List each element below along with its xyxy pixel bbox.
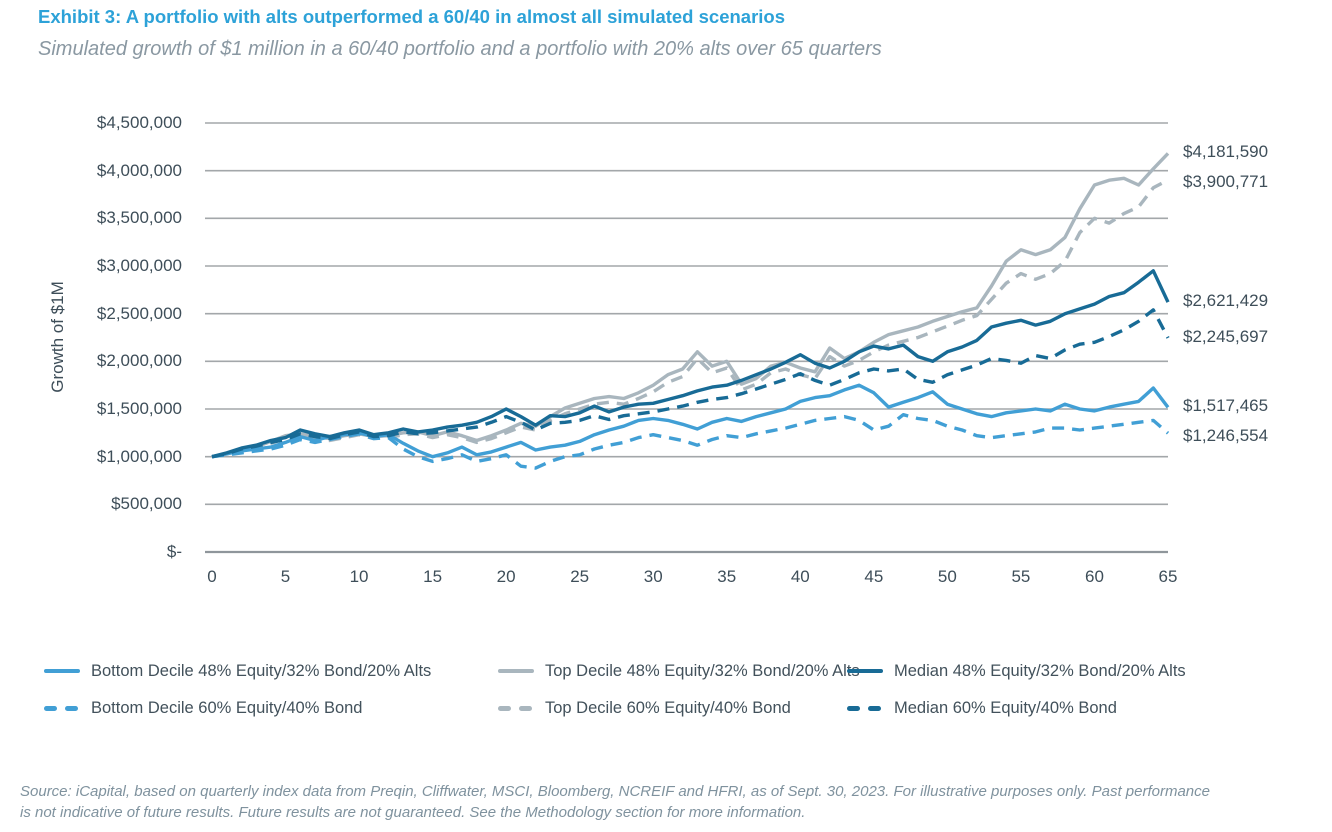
swatch-dash bbox=[519, 705, 532, 711]
x-tick-label: 65 bbox=[1158, 567, 1178, 586]
exhibit-title: Exhibit 3: A portfolio with alts outperf… bbox=[38, 6, 786, 27]
y-tick-label: $4,000,000 bbox=[96, 160, 182, 180]
exhibit-subtitle: Simulated growth of $1 million in a 60/4… bbox=[38, 38, 882, 60]
legend-item: Median 60% Equity/40% Bond bbox=[847, 698, 1117, 718]
end-value-label: $1,246,554 bbox=[1183, 426, 1269, 446]
x-tick-label: 5 bbox=[280, 567, 291, 586]
legend-label: Top Decile 48% Equity/32% Bond/20% Alts bbox=[545, 661, 860, 680]
source-note: Source: iCapital, based on quarterly ind… bbox=[20, 781, 1320, 823]
series-line-1 bbox=[211, 152, 1170, 459]
legend-item: Top Decile 60% Equity/40% Bond bbox=[498, 698, 791, 718]
solid-line-swatch bbox=[847, 669, 883, 673]
x-tick-label: 40 bbox=[790, 567, 810, 586]
dashed-line-swatch bbox=[44, 705, 80, 711]
end-value-label: $1,517,465 bbox=[1183, 396, 1269, 416]
y-tick-label: $1,000,000 bbox=[96, 446, 182, 466]
series-line-5 bbox=[211, 308, 1170, 459]
x-tick-label: 0 bbox=[207, 567, 217, 586]
dashed-line-swatch bbox=[847, 705, 883, 711]
legend-item: Top Decile 48% Equity/32% Bond/20% Alts bbox=[498, 661, 860, 681]
swatch-bar bbox=[847, 669, 883, 673]
x-tick-label: 35 bbox=[717, 567, 737, 586]
y-tick-label: $3,000,000 bbox=[96, 256, 182, 275]
y-tick-label: $1,500,000 bbox=[96, 399, 182, 418]
y-tick-label: $3,500,000 bbox=[96, 208, 182, 228]
legend-label: Bottom Decile 48% Equity/32% Bond/20% Al… bbox=[91, 661, 432, 680]
solid-line-swatch bbox=[498, 669, 534, 673]
end-value-label: $3,900,771 bbox=[1183, 172, 1269, 192]
series-line-2 bbox=[211, 269, 1170, 459]
x-tick-label: 30 bbox=[643, 567, 663, 586]
swatch-dash bbox=[498, 705, 511, 711]
legend-label: Median 60% Equity/40% Bond bbox=[894, 698, 1117, 717]
x-tick-label: 45 bbox=[864, 567, 884, 586]
legend-item: Bottom Decile 60% Equity/40% Bond bbox=[44, 698, 363, 718]
x-tick-label: 15 bbox=[423, 567, 443, 586]
swatch-dash bbox=[44, 705, 57, 711]
y-axis-title: Growth of $1M bbox=[48, 281, 67, 393]
end-value-label: $4,181,590 bbox=[1183, 142, 1269, 162]
x-tick-label: 55 bbox=[1011, 567, 1031, 586]
y-tick-label: $4,500,000 bbox=[96, 113, 182, 132]
y-tick-label: $2,000,000 bbox=[96, 351, 182, 371]
dashed-line-swatch bbox=[498, 705, 534, 711]
x-tick-label: 60 bbox=[1084, 567, 1104, 586]
end-value-label: $2,245,697 bbox=[1183, 326, 1269, 346]
legend-item: Bottom Decile 48% Equity/32% Bond/20% Al… bbox=[44, 661, 431, 681]
source-note-line1: Source: iCapital, based on quarterly ind… bbox=[20, 783, 1210, 800]
x-tick-label: 10 bbox=[349, 567, 369, 586]
x-tick-label: 50 bbox=[937, 567, 957, 586]
x-tick-label: 25 bbox=[570, 567, 590, 586]
legend-label: Top Decile 60% Equity/40% Bond bbox=[545, 698, 791, 717]
solid-line-swatch bbox=[44, 669, 80, 673]
source-note-line2: is not indicative of future results. Fut… bbox=[20, 804, 806, 821]
series-line-4 bbox=[211, 178, 1169, 459]
y-tick-label: $- bbox=[166, 542, 182, 561]
series-line-0 bbox=[211, 383, 1170, 459]
y-tick-label: $2,500,000 bbox=[96, 303, 182, 323]
legend-item: Median 48% Equity/32% Bond/20% Alts bbox=[847, 661, 1186, 681]
swatch-bar bbox=[44, 669, 80, 673]
swatch-dash bbox=[868, 705, 881, 711]
legend-label: Bottom Decile 60% Equity/40% Bond bbox=[91, 698, 363, 717]
swatch-dash bbox=[847, 705, 860, 711]
y-tick-label: $500,000 bbox=[111, 494, 182, 514]
series-line-3 bbox=[211, 413, 1170, 470]
end-value-label: $2,621,429 bbox=[1183, 291, 1269, 311]
swatch-dash bbox=[65, 705, 78, 711]
x-tick-label: 20 bbox=[496, 567, 516, 586]
legend-label: Median 48% Equity/32% Bond/20% Alts bbox=[894, 661, 1186, 680]
swatch-bar bbox=[498, 669, 534, 673]
